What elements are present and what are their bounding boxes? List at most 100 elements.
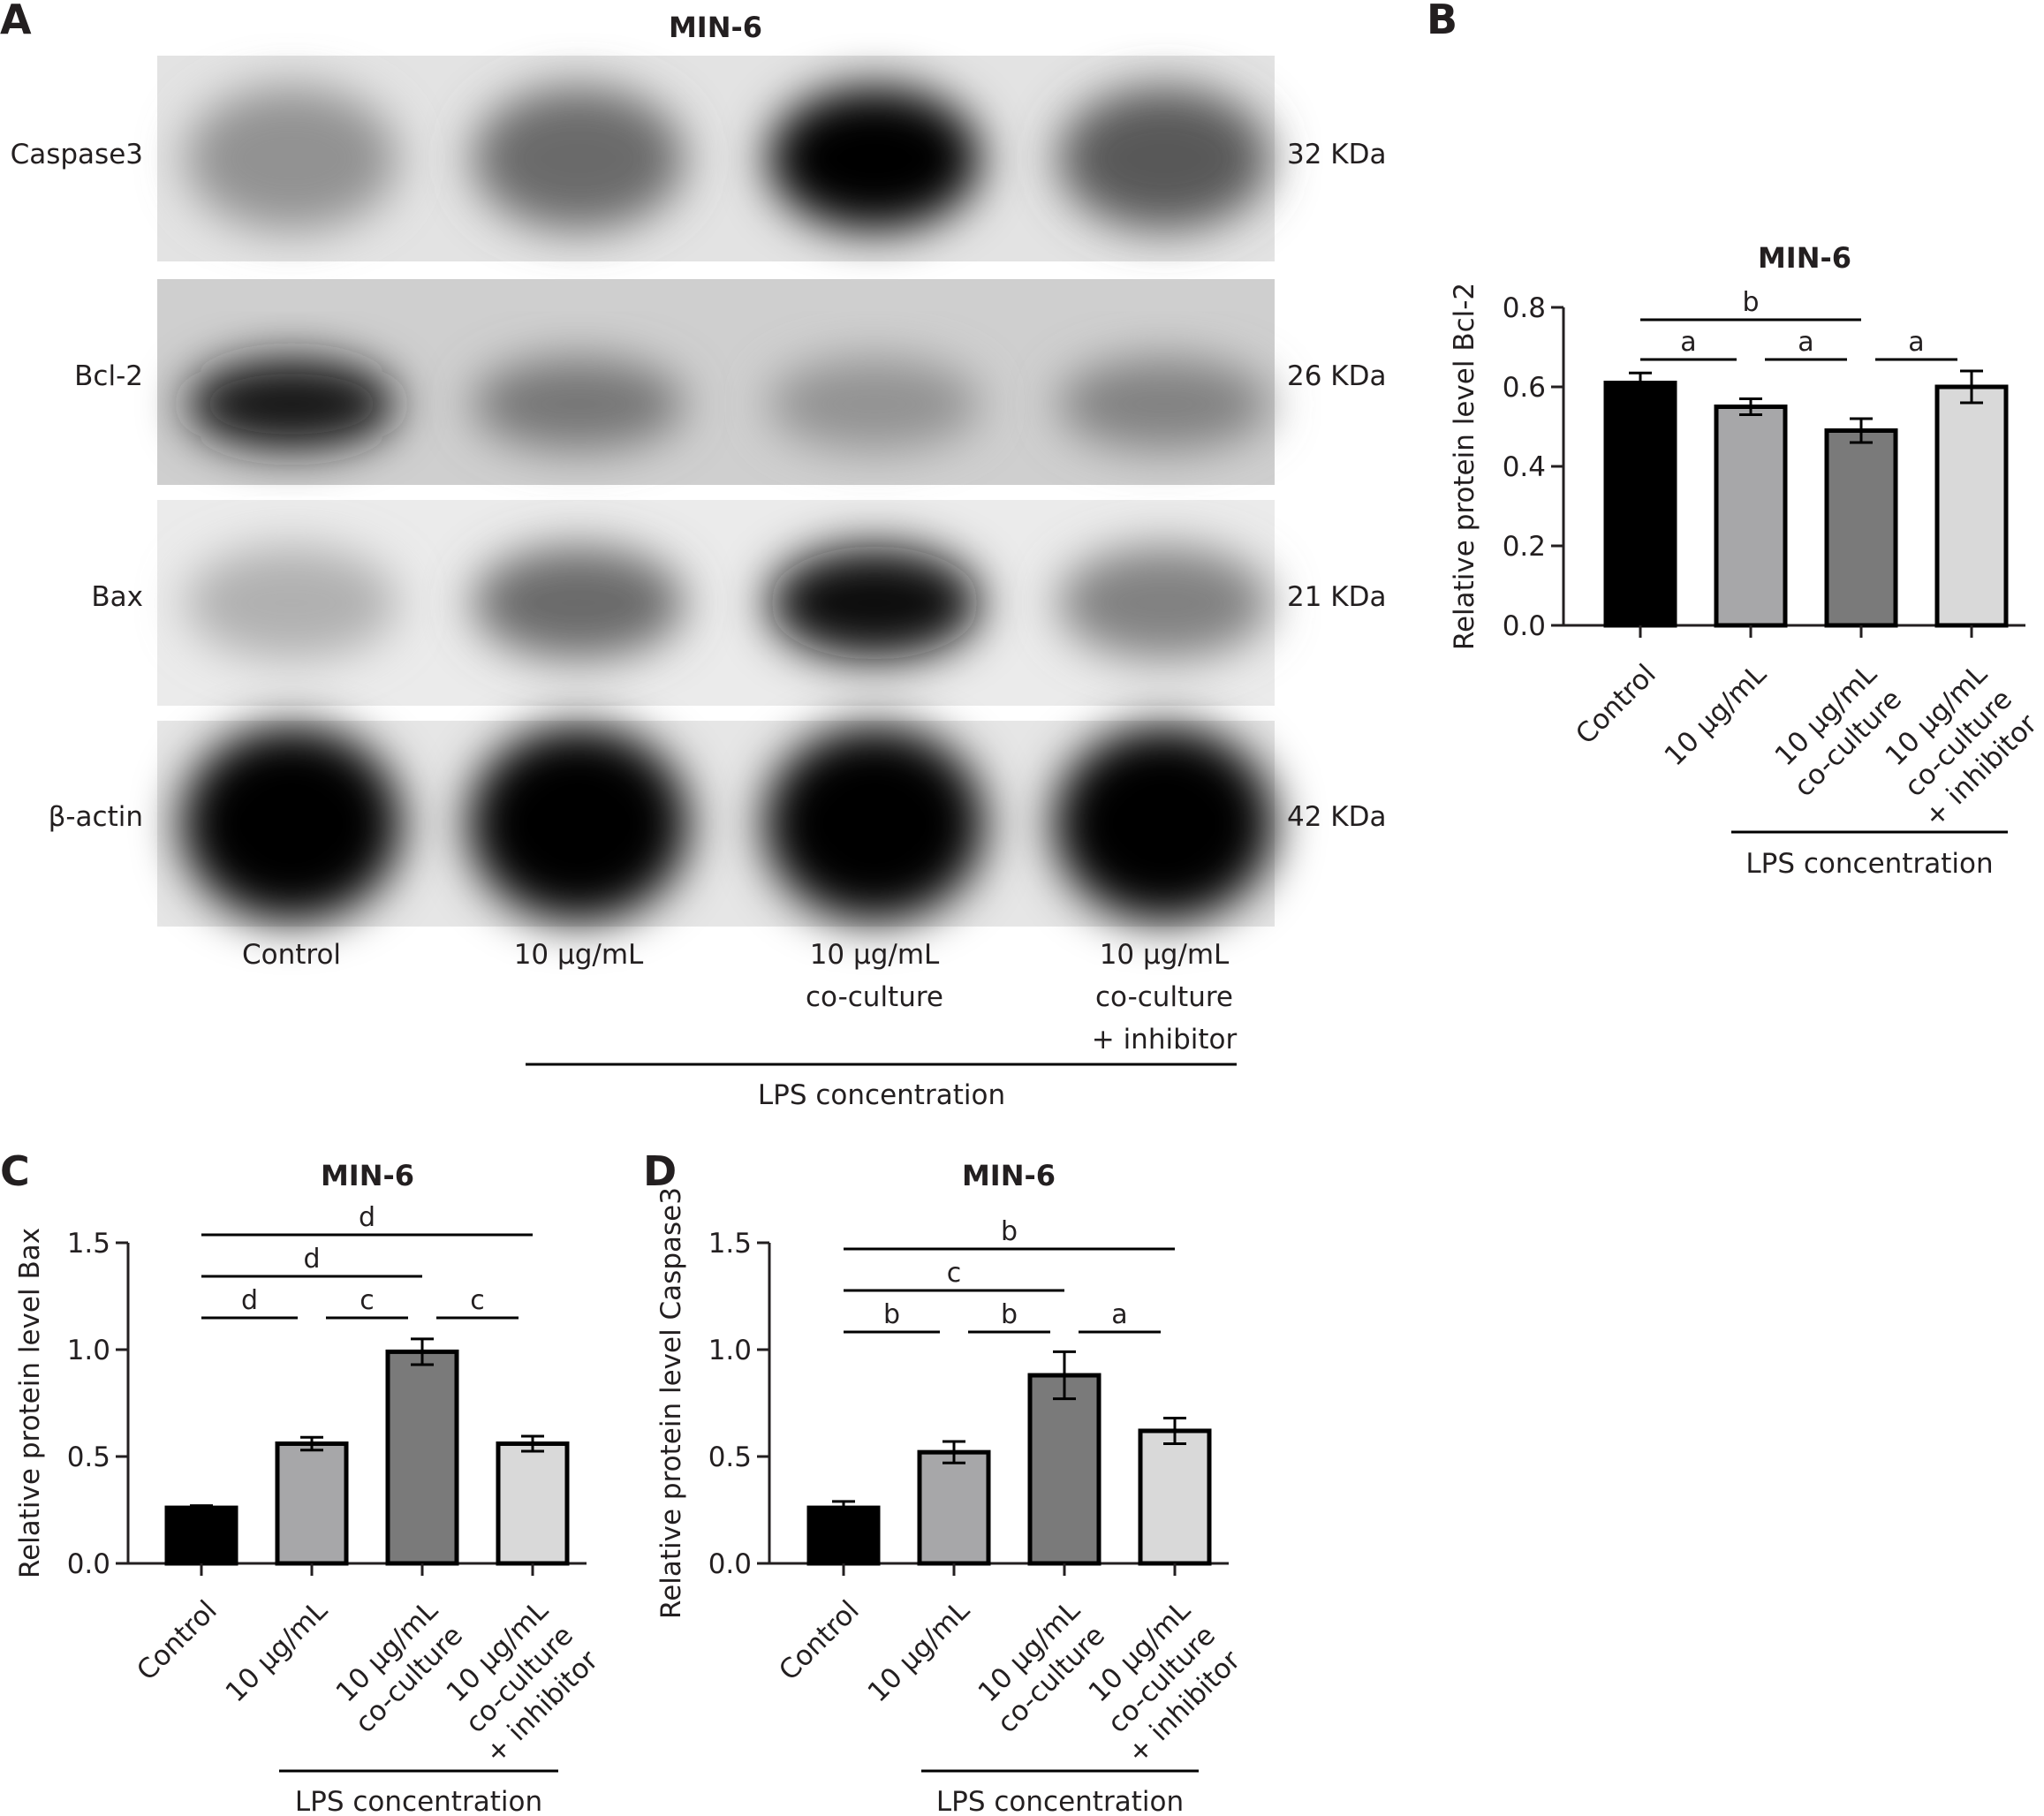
- x-tick-label-line: 10 μg/mL: [220, 1594, 335, 1709]
- blot-band: [185, 86, 397, 231]
- x-tick-label-control: Control: [131, 1594, 223, 1687]
- y-axis-label: Relative protein level Bax: [14, 1228, 46, 1578]
- y-tick-label: 1.5: [67, 1228, 110, 1260]
- blot-band: [764, 725, 985, 922]
- y-tick-label: 0.0: [708, 1548, 752, 1580]
- bar-control: [806, 1505, 881, 1566]
- blot-lane-label: 10 μg/mL: [810, 939, 940, 971]
- blot-title: MIN-6: [669, 11, 762, 44]
- blot-rows: Caspase3 32 KDa Bcl-2 26 KDa Bax 21 KDa β-acti…: [11, 56, 1387, 927]
- blot-band: [185, 546, 397, 660]
- blot-weight-label: 21 KDa: [1287, 581, 1387, 613]
- x-axis-label: LPS concentration: [295, 1786, 542, 1816]
- panel-letter-b: B: [1427, 0, 1457, 43]
- panel-letter-a: A: [0, 0, 32, 43]
- x-tick-label-10-g-ml: 10 μg/mL: [220, 1594, 335, 1709]
- x-tick-label-10-g-ml: 10 μg/mL: [862, 1594, 977, 1709]
- blot-protein-label: Bcl-2: [74, 360, 143, 392]
- panel-d-caspase3-chart: D MIN-6 0.0 0.5 1.0 1.5 Relative protein leve…: [643, 1147, 1247, 1816]
- significance-label: b: [883, 1299, 900, 1330]
- blot-lane-labels: Control 10 μg/mL 10 μg/mL co-culture 10 μg/m…: [242, 939, 1238, 1056]
- y-axis-label: Relative protein level Caspase3: [655, 1187, 687, 1619]
- x-tick-label-10-g-ml: 10 μg/mL: [1659, 658, 1774, 773]
- bar-10-g-ml-co-culture-inhibitor: [1934, 384, 2009, 628]
- bar-10-g-ml: [275, 1441, 349, 1566]
- significance-label: d: [359, 1202, 375, 1233]
- significance-label: a: [1908, 327, 1924, 358]
- blot-band: [1058, 546, 1270, 660]
- significance-label: b: [1001, 1216, 1018, 1247]
- x-axis-label: LPS concentration: [1745, 848, 1993, 880]
- blot-row-actin: β-actin 42 KDa: [49, 721, 1387, 927]
- x-tick-label-control: Control: [773, 1594, 866, 1687]
- blot-band: [468, 725, 689, 922]
- blot-lane-label: 10 μg/mL: [514, 939, 644, 971]
- y-tick-label: 0.0: [67, 1548, 110, 1580]
- significance-label: a: [1680, 327, 1696, 358]
- significance-label: a: [1111, 1299, 1127, 1330]
- panel-c-bax-chart: C MIN-6 0.0 0.5 1.0 1.5 Relative protein leve…: [0, 1147, 605, 1816]
- panel-letter-c: C: [0, 1147, 30, 1195]
- blot-protein-label: Caspase3: [11, 139, 143, 170]
- blot-band: [1054, 725, 1275, 922]
- x-tick-label-line: 10 μg/mL: [862, 1594, 977, 1709]
- x-tick-label-line: Control: [131, 1594, 223, 1687]
- blot-band: [768, 358, 980, 450]
- blot-band: [473, 358, 685, 450]
- blot-protein-label: β-actin: [49, 801, 143, 833]
- significance-label: b: [1742, 287, 1759, 318]
- y-tick-label: 0.5: [708, 1441, 752, 1473]
- significance-label: d: [303, 1244, 320, 1275]
- y-tick-label: 0.0: [1503, 610, 1546, 642]
- chart-title: MIN-6: [962, 1159, 1056, 1192]
- blot-lane-label: co-culture: [1095, 981, 1233, 1013]
- blot-band: [768, 546, 980, 660]
- bar-10-g-ml-co-culture: [1824, 428, 1898, 628]
- blot-lane-label: co-culture: [806, 981, 943, 1013]
- y-tick-label: 1.0: [708, 1335, 752, 1366]
- panel-a-western-blot: A MIN-6 Caspase3 32 KDa Bcl-2 26 KDa Bax 21 K…: [0, 0, 1387, 1111]
- y-tick-label: 1.0: [67, 1335, 110, 1366]
- blot-weight-label: 42 KDa: [1287, 801, 1387, 833]
- x-axis-label: LPS concentration: [936, 1786, 1184, 1816]
- y-tick-label: 0.6: [1503, 372, 1546, 404]
- bar-control: [1603, 381, 1677, 628]
- bar-10-g-ml: [917, 1449, 991, 1566]
- bar-10-g-ml: [1714, 405, 1788, 628]
- blot-band: [473, 546, 685, 660]
- blot-row-caspase3: Caspase3 32 KDa: [11, 56, 1387, 261]
- blot-protein-label: Bax: [91, 581, 143, 613]
- y-axis-label: Relative protein level Bcl-2: [1449, 283, 1480, 650]
- blot-weight-label: 32 KDa: [1287, 139, 1387, 170]
- x-tick-label-control: Control: [1570, 658, 1662, 751]
- bar-control: [164, 1505, 238, 1566]
- blot-lane-label: 10 μg/mL: [1100, 939, 1230, 971]
- y-tick-label: 1.5: [708, 1228, 752, 1260]
- blot-band: [473, 86, 685, 231]
- blot-row-bcl-2: Bcl-2 26 KDa: [74, 279, 1387, 485]
- significance-label: c: [470, 1285, 485, 1316]
- blot-group-label: LPS concentration: [758, 1079, 1005, 1111]
- blot-lane-label: + inhibitor: [1092, 1024, 1238, 1056]
- y-tick-label: 0.5: [67, 1441, 110, 1473]
- significance-label: a: [1798, 327, 1813, 358]
- x-tick-label-line: Control: [773, 1594, 866, 1687]
- blot-band: [1058, 86, 1270, 231]
- blot-weight-label: 26 KDa: [1287, 360, 1387, 392]
- bar-10-g-ml-co-culture: [1027, 1373, 1101, 1566]
- x-tick-label-line: Control: [1570, 658, 1662, 751]
- blot-band: [185, 358, 397, 450]
- blot-band: [1058, 358, 1270, 450]
- chart-title: MIN-6: [1758, 241, 1851, 275]
- significance-label: c: [947, 1258, 962, 1289]
- panel-b-bcl2-chart: B MIN-6 0.0 0.2 0.4 0.6 0.8 Relative protein l…: [1427, 0, 2044, 880]
- y-tick-label: 0.2: [1503, 531, 1546, 563]
- chart-title: MIN-6: [321, 1159, 414, 1192]
